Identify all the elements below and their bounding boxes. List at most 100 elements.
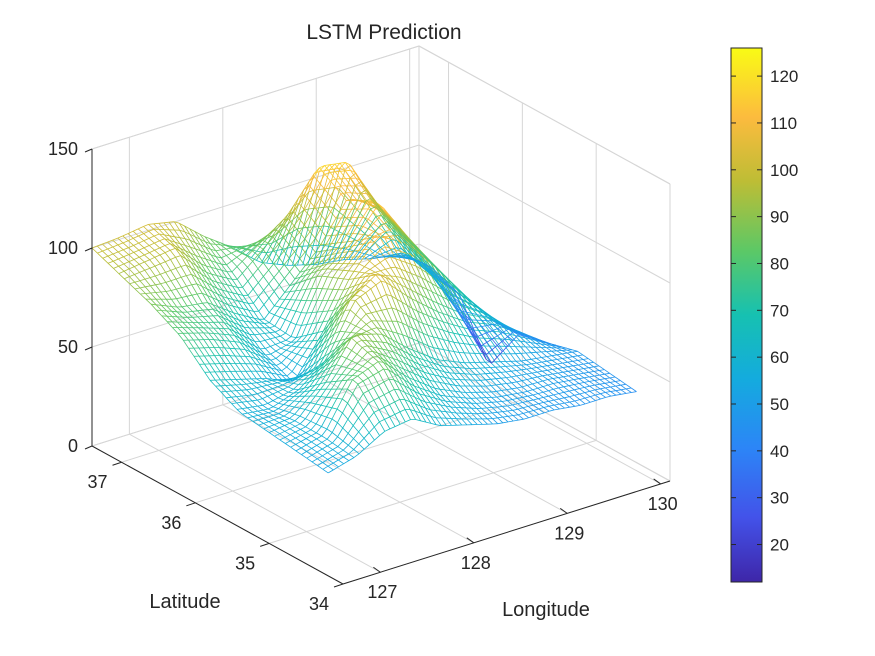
mesh-segment: [372, 340, 378, 343]
mesh-segment: [362, 372, 369, 379]
mesh-segment: [274, 429, 280, 435]
mesh-segment: [510, 353, 517, 362]
mesh-segment: [420, 420, 426, 423]
mesh-segment: [362, 380, 369, 391]
mesh-segment: [537, 386, 544, 389]
mesh-segment: [309, 238, 316, 246]
mesh-segment: [252, 288, 259, 298]
mesh-segment: [317, 330, 324, 333]
mesh-segment: [236, 279, 243, 288]
mesh-segment: [308, 176, 315, 182]
mesh-segment: [246, 245, 253, 250]
mesh-segment: [270, 358, 277, 361]
mesh-segment: [356, 357, 363, 364]
mesh-segment: [445, 400, 452, 408]
mesh-segment: [388, 378, 395, 381]
mesh-segment: [277, 382, 283, 386]
mesh-segment: [543, 402, 550, 407]
mesh-segment: [379, 406, 385, 411]
mesh-segment: [284, 418, 290, 421]
mesh-segment: [331, 408, 338, 420]
mesh-segment: [336, 247, 343, 250]
mesh-segment: [211, 273, 218, 283]
mesh-segment: [537, 382, 544, 387]
mesh-segment: [480, 385, 487, 393]
mesh-segment: [369, 231, 376, 239]
mesh-segment: [243, 315, 250, 322]
mesh-segment: [398, 227, 405, 234]
mesh-segment: [268, 432, 275, 437]
mesh-segment: [357, 375, 364, 382]
mesh-segment: [382, 334, 388, 338]
mesh-segment: [500, 366, 507, 373]
mesh-segment: [368, 223, 374, 230]
mesh-segment: [459, 361, 465, 369]
mesh-segment: [134, 281, 141, 289]
mesh-segment: [228, 320, 235, 328]
mesh-segment: [527, 406, 534, 411]
mesh-segment: [332, 289, 339, 301]
mesh-segment: [282, 389, 289, 393]
mesh-segment: [579, 397, 586, 400]
mesh-segment: [259, 341, 266, 349]
mesh-segment: [426, 297, 433, 310]
mesh-segment: [303, 381, 310, 385]
mesh-segment: [342, 444, 349, 451]
mesh-segment: [362, 377, 369, 382]
mesh-segment: [481, 408, 488, 414]
mesh-segment: [385, 282, 392, 287]
mesh-segment: [164, 234, 170, 237]
mesh-segment: [444, 376, 450, 379]
mesh-segment: [171, 306, 177, 308]
mesh-segment: [285, 344, 292, 347]
mesh-segment: [414, 385, 421, 395]
mesh-segment: [360, 189, 366, 194]
mesh-segment: [380, 296, 388, 310]
mesh-segment: [520, 360, 527, 366]
mesh-segment: [199, 233, 206, 242]
mesh-segment: [289, 420, 296, 424]
mesh-segment: [289, 418, 296, 422]
mesh-segment: [507, 410, 514, 416]
mesh-segment: [427, 345, 434, 359]
mesh-segment: [247, 260, 254, 268]
mesh-segment: [375, 204, 382, 212]
mesh-segment: [133, 252, 140, 258]
mesh-segment: [432, 308, 438, 312]
mesh-segment: [293, 392, 300, 394]
mesh-segment: [438, 359, 444, 361]
mesh-segment: [261, 384, 268, 387]
mesh-segment: [368, 399, 374, 404]
mesh-segment: [128, 254, 135, 260]
mesh-segment: [507, 416, 514, 422]
mesh-segment: [332, 263, 338, 270]
mesh-segment: [317, 245, 324, 265]
mesh-segment: [102, 243, 108, 250]
mesh-segment: [236, 246, 242, 249]
mesh-segment: [424, 389, 431, 392]
mesh-segment: [424, 256, 430, 262]
mesh-segment: [220, 248, 227, 251]
mesh-segment: [558, 381, 564, 383]
mesh-segment: [419, 381, 425, 385]
mesh-segment: [476, 408, 483, 414]
mesh-segment: [334, 321, 340, 328]
mesh-segment: [212, 308, 219, 312]
mesh-segment: [217, 310, 224, 314]
mesh-segment: [297, 198, 304, 216]
mesh-segment: [409, 388, 415, 392]
mesh-segment: [414, 396, 421, 401]
mesh-segment: [156, 309, 163, 317]
mesh-segment: [228, 324, 235, 332]
mesh-segment: [301, 334, 308, 342]
mesh-segment: [338, 234, 345, 249]
grid-line-z: [418, 45, 671, 185]
mesh-segment: [497, 411, 503, 413]
mesh-segment: [412, 328, 419, 342]
mesh-segment: [296, 355, 303, 365]
mesh-segment: [326, 249, 332, 256]
mesh-segment: [242, 407, 248, 409]
mesh-segment: [476, 413, 483, 420]
mesh-segment: [401, 284, 407, 289]
mesh-segment: [399, 382, 405, 387]
